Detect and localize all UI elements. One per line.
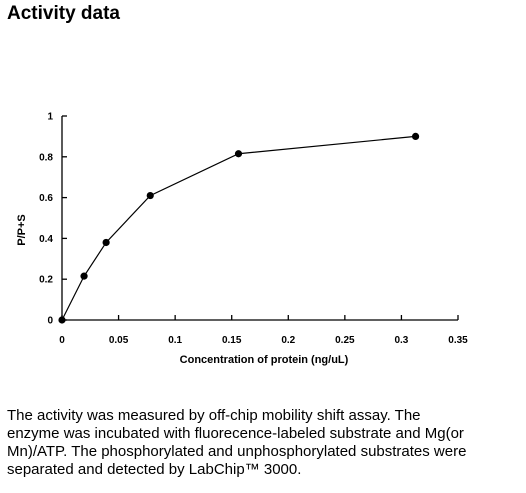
y-tick-label: 1 <box>47 112 53 123</box>
caption-line-4: separated and detected by LabChip™ 3000. <box>7 461 302 478</box>
x-tick-label: 0.2 <box>281 335 295 346</box>
caption-line-1: The activity was measured by off-chip mo… <box>7 407 421 424</box>
x-tick-label: 0.35 <box>448 335 468 346</box>
data-point <box>146 191 154 200</box>
page-title: Activity data <box>7 3 120 24</box>
y-axis-title: P/P+S <box>16 214 28 246</box>
x-tick-label: 0.25 <box>335 335 355 346</box>
y-tick-label: 0 <box>47 316 53 327</box>
x-tick-label: 0.15 <box>222 335 242 346</box>
data-point <box>234 150 243 158</box>
y-tick-label: 0.6 <box>39 193 53 204</box>
caption-line-3: Mn)/ATP. The phosphorylated and unphosph… <box>7 443 467 460</box>
x-tick-label: 0.1 <box>168 335 182 346</box>
series-line <box>61 135 416 321</box>
x-tick-label: 0 <box>59 335 65 346</box>
chart-svg: 0 0.2 0.4 0.6 0.8 1 0 0.05 0.1 0.15 0.2 0.25 0.3 0.35… <box>16 112 468 367</box>
activity-chart: 0 0.2 0.4 0.6 0.8 1 0 0.05 0.1 0.15 0.2 0.25 0.3 0.35… <box>16 112 468 367</box>
data-point <box>411 132 420 140</box>
data-point <box>80 272 88 280</box>
axes <box>61 116 458 321</box>
ticks: 0 0.2 0.4 0.6 0.8 1 0 0.05 0.1 0.15 0.2 0.25 0.3 0.35 <box>39 112 468 347</box>
data-point <box>58 316 66 324</box>
caption-line-2: enzyme was incubated with fluorecence-la… <box>7 425 464 442</box>
y-tick-label: 0.2 <box>39 275 53 286</box>
y-tick-label: 0.8 <box>39 152 53 163</box>
series-layer <box>58 132 420 324</box>
caption: The activity was measured by off-chip mo… <box>7 407 519 479</box>
x-axis-title: Concentration of protein (ng/uL) <box>180 354 349 366</box>
data-point <box>102 238 110 247</box>
x-tick-label: 0.3 <box>394 335 408 346</box>
x-tick-label: 0.05 <box>109 335 129 346</box>
y-tick-label: 0.4 <box>39 234 53 245</box>
